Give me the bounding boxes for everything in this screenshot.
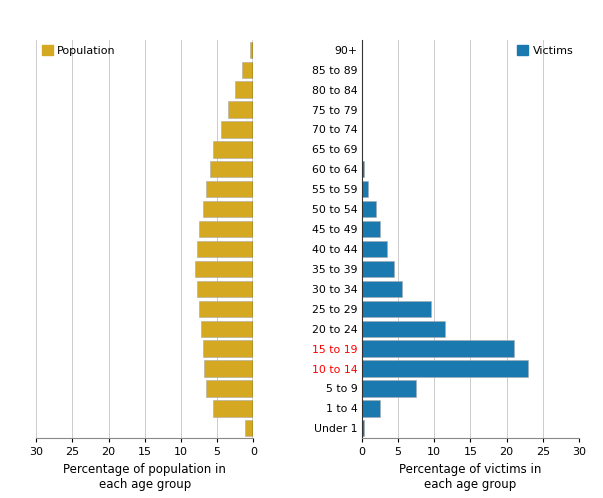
Bar xyxy=(228,102,253,118)
Bar xyxy=(204,361,253,376)
Bar xyxy=(213,141,253,157)
Legend: Population: Population xyxy=(42,45,116,56)
Bar xyxy=(362,281,402,297)
Bar xyxy=(245,420,253,436)
Bar xyxy=(201,321,253,337)
Bar xyxy=(203,201,253,217)
Bar xyxy=(250,42,253,58)
Bar xyxy=(213,400,253,416)
Bar xyxy=(362,201,376,217)
Bar xyxy=(362,321,445,337)
Bar xyxy=(362,420,364,436)
Bar xyxy=(221,122,253,137)
Bar xyxy=(206,181,253,197)
Bar xyxy=(235,82,253,98)
Bar xyxy=(362,181,368,197)
Bar xyxy=(362,361,528,376)
Bar xyxy=(362,380,416,396)
X-axis label: Percentage of population in
each age group: Percentage of population in each age gro… xyxy=(63,463,226,491)
Bar xyxy=(362,341,514,357)
Bar xyxy=(203,341,253,357)
Bar xyxy=(199,221,253,237)
X-axis label: Percentage of victims in
each age group: Percentage of victims in each age group xyxy=(399,463,541,491)
Bar xyxy=(362,400,380,416)
Bar xyxy=(362,261,394,277)
Bar xyxy=(362,161,364,177)
Bar xyxy=(362,301,431,317)
Bar xyxy=(242,62,253,78)
Bar xyxy=(197,241,253,257)
Bar xyxy=(199,301,253,317)
Bar xyxy=(206,380,253,396)
Bar xyxy=(362,221,380,237)
Bar xyxy=(195,261,253,277)
Legend: Victims: Victims xyxy=(517,45,573,56)
Bar xyxy=(210,161,253,177)
Bar xyxy=(197,281,253,297)
Bar xyxy=(362,241,387,257)
